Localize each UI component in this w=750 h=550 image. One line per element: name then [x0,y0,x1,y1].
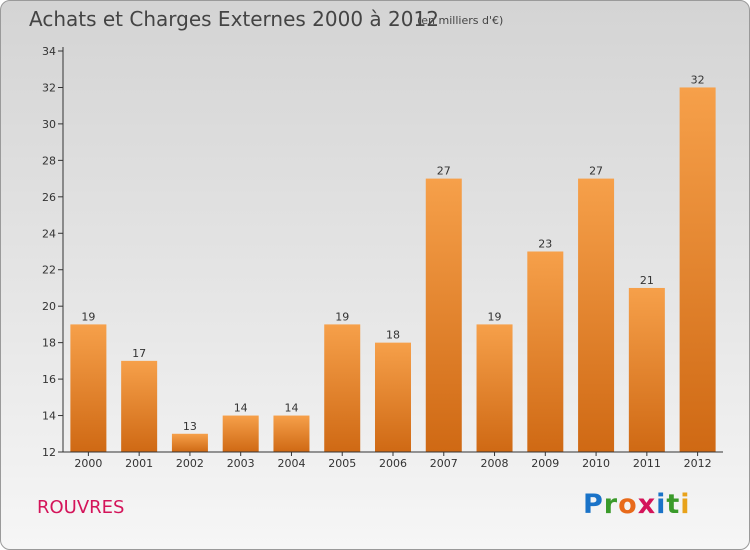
chart-title: Achats et Charges Externes 2000 à 2012 [29,7,439,31]
value-label-2002: 13 [183,420,197,433]
y-tick-label-30: 30 [42,118,56,131]
bar-2009 [527,251,564,452]
bar-2002 [171,433,208,452]
x-tick-label-2007: 2007 [430,457,458,470]
x-tick-label-2011: 2011 [633,457,661,470]
logo-letter: x [637,489,657,520]
bar-2000 [70,324,107,452]
x-tick-label-2001: 2001 [125,457,153,470]
y-tick-label-24: 24 [42,227,56,240]
logo-letter: r [603,489,619,520]
y-tick-label-20: 20 [42,300,56,313]
logo-letter: t [666,489,681,520]
x-tick-label-2008: 2008 [481,457,509,470]
bar-2010 [578,178,615,452]
y-tick-label-12: 12 [42,446,56,459]
value-label-2008: 19 [488,310,502,323]
bar-2003 [222,415,259,452]
y-tick-label-18: 18 [42,337,56,350]
bar-2006 [375,342,411,452]
value-label-2007: 27 [437,165,451,178]
bar-2001 [121,360,158,452]
bar-2008 [476,324,513,452]
value-label-2005: 19 [335,310,349,323]
value-label-2006: 18 [386,329,400,342]
x-tick-label-2012: 2012 [684,457,712,470]
y-tick-label-34: 34 [42,45,56,58]
bar-2007 [425,178,462,452]
bar-2012 [679,87,716,453]
logo-letter: i [680,489,691,520]
value-label-2011: 21 [640,274,654,287]
y-tick-label-32: 32 [42,81,56,94]
value-label-2010: 27 [589,165,603,178]
y-tick-label-14: 14 [42,410,56,423]
x-tick-label-2010: 2010 [582,457,610,470]
commune-name: ROUVRES [37,497,125,518]
y-tick-label-22: 22 [42,264,56,277]
x-tick-label-2005: 2005 [328,457,356,470]
logo-letter: o [618,489,638,520]
logo-letter: i [656,489,667,520]
proxiti-logo: Proxiti [583,489,691,520]
logo-letter: P [583,489,604,520]
bar-2011 [628,287,665,452]
x-tick-label-2004: 2004 [277,457,305,470]
x-tick-label-2002: 2002 [176,457,204,470]
bar-2005 [324,324,361,452]
value-label-2004: 14 [284,402,298,415]
unit-note: (en milliers d'€) [417,14,504,27]
x-tick-label-2000: 2000 [74,457,102,470]
value-label-2001: 17 [132,347,146,360]
axes-group: 2000 2001 2002 2003 2004 2005 2006 2007 2008 2009… [42,45,723,470]
bars-group: 19 17 13 14 14 19 18 27 19 23 27 21 32 [70,73,716,453]
value-label-2009: 23 [538,238,552,251]
value-label-2003: 14 [234,402,248,415]
y-tick-label-26: 26 [42,191,56,204]
x-tick-label-2009: 2009 [531,457,559,470]
y-tick-label-28: 28 [42,154,56,167]
x-tick-label-2003: 2003 [227,457,255,470]
value-label-2000: 19 [81,310,95,323]
bar-2004 [273,415,310,452]
value-label-2012: 32 [691,73,705,86]
x-tick-label-2006: 2006 [379,457,407,470]
y-tick-label-16: 16 [42,373,56,386]
